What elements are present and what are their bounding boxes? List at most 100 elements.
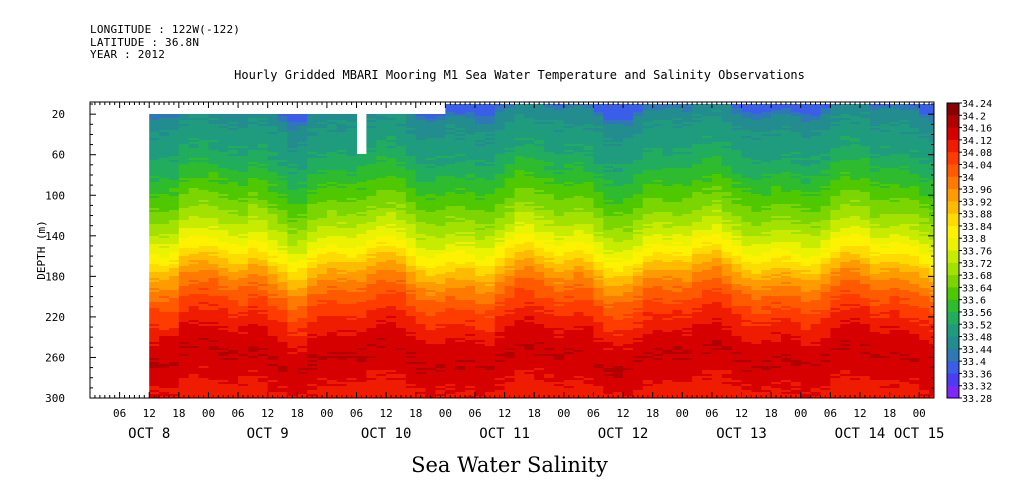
heatmap-cell [415,280,427,283]
heatmap-cell [396,248,407,251]
heatmap-cell [425,356,437,359]
heatmap-cell [376,126,387,129]
heatmap-cell [287,290,298,293]
heatmap-cell [218,388,229,391]
heatmap-cell [336,238,348,241]
heatmap-cell [396,184,407,187]
heatmap-cell [317,378,328,381]
heatmap-cell [159,340,170,343]
heatmap-cell [277,342,289,345]
heatmap-cell [198,226,210,229]
heatmap-cell [366,240,377,243]
heatmap-cell [159,232,170,235]
heatmap-cell [218,288,229,291]
heatmap-cell [336,174,348,177]
heatmap-cell [247,284,259,287]
heatmap-cell [386,312,397,315]
heatmap-cell [287,126,298,129]
heatmap-cell [336,136,348,139]
heatmap-cell [188,380,200,383]
heatmap-cell [415,274,427,277]
heatmap-cell [346,382,358,385]
heatmap-cell [208,386,219,389]
heatmap-cell [386,206,397,209]
heatmap-cell [336,218,348,221]
heatmap-cell [247,336,259,339]
heatmap-cell [208,378,219,381]
heatmap-cell [435,152,446,155]
heatmap-cell [198,154,210,157]
heatmap-cell [247,218,259,221]
heatmap-cell [317,172,328,175]
heatmap-cell [376,180,387,183]
heatmap-cell [396,308,407,311]
heatmap-cell [149,210,160,213]
heatmap-cell [238,300,249,303]
heatmap-cell [277,382,289,385]
heatmap-cell [228,268,239,271]
heatmap-cell [277,248,289,251]
heatmap-cell [386,282,397,285]
heatmap-cell [366,374,377,377]
heatmap-cell [198,144,210,147]
heatmap-cell [326,278,338,281]
heatmap-cell [277,134,289,137]
heatmap-cell [346,236,358,239]
heatmap-cell [297,158,308,161]
heatmap-cell [336,144,348,147]
heatmap-cell [336,256,348,259]
heatmap-cell [336,260,348,263]
heatmap-cell [366,274,377,277]
heatmap-cell [178,158,190,161]
heatmap-cell [336,240,348,243]
heatmap-cell [336,224,348,227]
heatmap-cell [168,234,180,237]
heatmap-cell [178,152,190,155]
heatmap-cell [386,126,397,129]
heatmap-cell [425,222,437,225]
heatmap-cell [247,188,259,191]
heatmap-cell [257,276,269,279]
heatmap-cell [188,376,200,379]
heatmap-cell [336,232,348,235]
heatmap-cell [356,336,367,339]
heatmap-cell [307,228,318,231]
heatmap-cell [366,132,377,135]
heatmap-cell [208,360,219,363]
heatmap-cell [277,298,289,301]
heatmap-cell [307,178,318,181]
heatmap-cell [267,192,279,195]
heatmap-cell [376,326,387,329]
heatmap-cell [178,174,190,177]
heatmap-cell [267,362,279,365]
heatmap-cell [267,138,279,141]
heatmap-cell [425,284,437,287]
heatmap-cell [435,162,446,165]
heatmap-cell [317,158,328,161]
heatmap-cell [376,302,387,305]
heatmap-cell [198,118,210,121]
heatmap-cell [257,366,269,369]
heatmap-cell [445,176,456,179]
heatmap-cell [396,356,407,359]
heatmap-cell [326,114,338,117]
heatmap-cell [188,354,200,357]
heatmap-cell [415,258,427,261]
heatmap-cell [297,306,308,309]
heatmap-cell [435,344,446,347]
heatmap-cell [386,222,397,225]
heatmap-cell [178,206,190,209]
heatmap-cell [247,356,259,359]
heatmap-cell [168,164,180,167]
heatmap-cell [159,164,170,167]
heatmap-cell [277,294,289,297]
heatmap-cell [228,192,239,195]
heatmap-cell [178,294,190,297]
heatmap-cell [218,318,229,321]
heatmap-cell [346,388,358,391]
heatmap-cell [415,324,427,327]
heatmap-cell [336,212,348,215]
heatmap-cell [149,122,160,125]
heatmap-cell [386,170,397,173]
heatmap-cell [247,180,259,183]
